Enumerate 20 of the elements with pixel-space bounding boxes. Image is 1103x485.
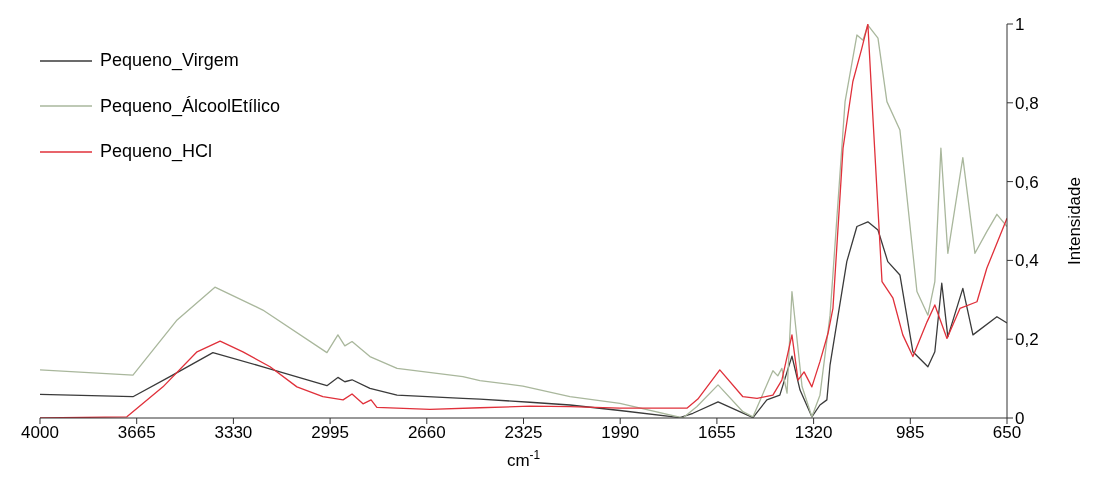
x-tick-label: 2995 [311, 423, 350, 443]
y-tick-label: 0,2 [1015, 330, 1039, 350]
legend-label: Pequeno_HCl [100, 141, 213, 163]
x-tick-label: 2660 [407, 423, 446, 443]
legend-label: Pequeno_Virgem [100, 50, 239, 72]
x-tick-label: 1990 [601, 423, 640, 443]
y-tick-label: 0,6 [1015, 172, 1039, 192]
x-tick-label: 1655 [697, 423, 736, 443]
x-tick-label: 2325 [504, 423, 543, 443]
x-tick-label: 3665 [117, 423, 156, 443]
y-tick-label: 0,4 [1015, 251, 1039, 271]
x-tick-label: 1320 [794, 423, 833, 443]
x-axis-title: cm$^{-1}$ [506, 448, 541, 470]
x-tick-label: 4000 [21, 423, 59, 443]
y-tick-label: 1 [1015, 15, 1025, 35]
y-axis-title: Intensidade [1065, 177, 1085, 265]
legend-label: Pequeno_ÁlcoolEtílico [100, 95, 281, 117]
x-tick-label: 3330 [214, 423, 253, 443]
y-tick-label: 0,8 [1015, 93, 1039, 113]
x-tick-label: 985 [896, 423, 925, 443]
